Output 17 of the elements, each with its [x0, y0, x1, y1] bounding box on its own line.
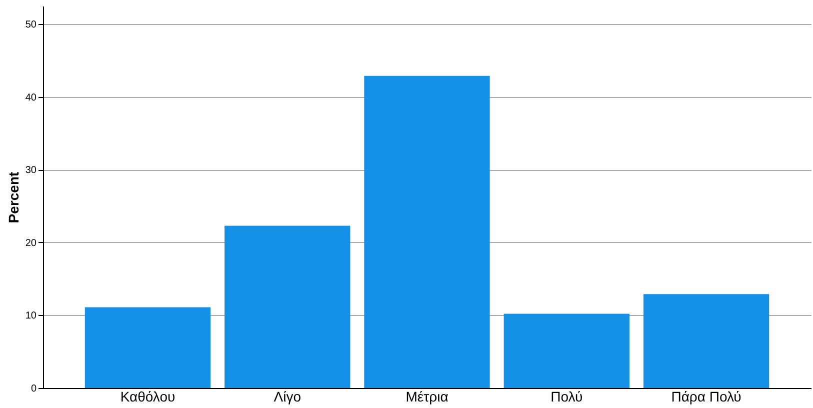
y-tick-label: 30 — [25, 165, 37, 176]
bar — [504, 314, 630, 388]
x-tick-label: Πολύ — [550, 388, 583, 404]
bar — [224, 226, 350, 388]
x-tick-label: Μέτρια — [406, 388, 448, 404]
bar — [643, 294, 770, 388]
x-tick-label: Καθόλου — [120, 388, 176, 404]
y-tick-label: 0 — [30, 384, 37, 394]
y-tick-label: 40 — [25, 92, 37, 104]
y-tick-label: 20 — [25, 238, 37, 249]
y-tick-label: 50 — [25, 20, 37, 31]
bar — [84, 307, 211, 388]
y-tick-label: 10 — [25, 310, 37, 322]
x-tick-label: Λίγο — [274, 388, 302, 404]
x-tick-label: Πάρα Πολύ — [671, 388, 742, 404]
y-axis-title: Percent — [5, 171, 22, 224]
bar — [364, 76, 490, 388]
